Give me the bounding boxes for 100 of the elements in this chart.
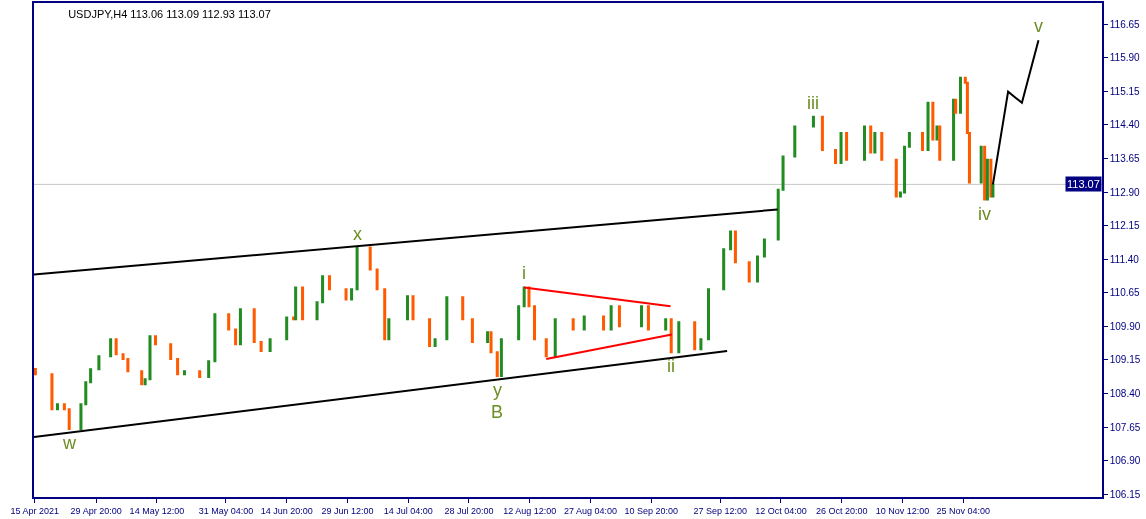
candlestick [34, 367, 37, 376]
candlestick [762, 238, 766, 258]
candlestick [921, 131, 925, 151]
candlestick [938, 125, 942, 161]
candlestick [747, 261, 751, 283]
candlestick [979, 145, 983, 184]
candlestick [880, 131, 884, 161]
y-tick-label: 112.15 [1109, 220, 1141, 232]
candlestick [834, 148, 838, 164]
candlestick [553, 318, 557, 358]
candlestick [669, 318, 673, 354]
candlestick [62, 403, 66, 411]
x-tick-label: 10 Nov 12:00 [875, 505, 930, 516]
candlestick [907, 131, 911, 148]
candlestick [461, 296, 465, 321]
annotation: i [522, 263, 526, 283]
candlestick [839, 131, 843, 164]
candlestick [428, 318, 432, 348]
y-tick-label: 110.65 [1109, 287, 1141, 299]
x-tick-label: 25 Nov 04:00 [936, 505, 991, 516]
x-tick-label: 26 Oct 20:00 [815, 505, 868, 516]
candlestick [84, 381, 88, 406]
candlestick [722, 248, 726, 291]
candlestick [405, 295, 409, 321]
candlestick [89, 368, 93, 384]
candlestick [489, 331, 493, 354]
candlestick [602, 315, 606, 331]
candlestick [355, 246, 359, 291]
candlestick [952, 98, 956, 161]
x-tick-label: 14 Jun 20:00 [260, 505, 313, 516]
candlestick [926, 101, 930, 151]
candlestick [470, 318, 474, 344]
candlestick [252, 308, 256, 344]
candlestick [213, 313, 217, 363]
candlestick [582, 315, 586, 331]
candlestick [182, 370, 187, 376]
x-tick-label: 15 Apr 2021 [10, 505, 59, 516]
x-tick-label: 14 Jul 04:00 [383, 505, 433, 516]
candlestick [375, 268, 379, 291]
candlestick [486, 331, 490, 344]
y-tick-label: 113.65 [1109, 152, 1141, 164]
candlestick [811, 115, 815, 128]
candlestick [148, 335, 152, 381]
candlestick [67, 408, 71, 430]
candlestick [109, 338, 113, 358]
candlestick [114, 338, 118, 356]
candlestick [845, 131, 849, 161]
x-tick-label: 12 Oct 04:00 [755, 505, 807, 516]
candlestick [227, 313, 231, 331]
x-tick-label: 27 Aug 04:00 [563, 505, 617, 516]
annotation: B [491, 402, 504, 422]
candlestick [97, 355, 101, 371]
candlestick [79, 403, 83, 430]
annotation: y [493, 380, 502, 400]
candlestick [198, 370, 202, 378]
candlestick [321, 275, 325, 304]
candlestick [733, 230, 737, 264]
candlestick [368, 246, 372, 271]
candlestick [495, 351, 499, 378]
y-tick-label: 111.40 [1109, 253, 1140, 265]
candlestick [294, 286, 298, 321]
y-tick-label: 116.65 [1109, 18, 1141, 30]
candlestick [234, 328, 238, 346]
candlestick [958, 76, 962, 114]
y-tick-label: 112.90 [1109, 186, 1141, 198]
candlestick [931, 101, 935, 141]
candlestick [781, 155, 785, 191]
candlestick [706, 288, 710, 341]
candlestick [756, 255, 760, 283]
candlestick [793, 125, 797, 158]
candlestick [664, 318, 668, 331]
candlestick [699, 338, 703, 351]
candlestick [383, 288, 387, 341]
candlestick [991, 183, 995, 198]
y-tick-label: 115.15 [1109, 85, 1141, 97]
candlestick [292, 316, 296, 321]
candlestick [677, 321, 681, 354]
x-tick-label: 29 Apr 20:00 [70, 505, 122, 516]
candlestick [411, 295, 415, 321]
candlestick [983, 145, 987, 201]
candlestick [729, 230, 733, 251]
candlestick [617, 305, 621, 328]
candlestick [985, 158, 989, 201]
candlestick [169, 343, 173, 361]
x-tick-label: 12 Aug 12:00 [503, 505, 557, 516]
y-tick-label: 115.90 [1109, 52, 1141, 64]
candlestick [55, 403, 59, 411]
candlestick [640, 305, 644, 328]
candlestick [268, 338, 272, 352]
text: USDJPY,H4 113.06 113.09 112.93 113.07 [68, 8, 271, 21]
y-tick-label: 114.40 [1109, 119, 1141, 131]
annotation: w [62, 433, 77, 453]
x-tick-label: 29 Jun 12:00 [321, 505, 374, 516]
candlestick [433, 338, 437, 348]
candlestick [869, 125, 873, 154]
candlestick [154, 335, 158, 346]
candlestick [873, 131, 877, 154]
candlestick [387, 318, 391, 341]
x-tick-label: 27 Sep 12:00 [693, 505, 748, 516]
candlestick [776, 188, 780, 241]
